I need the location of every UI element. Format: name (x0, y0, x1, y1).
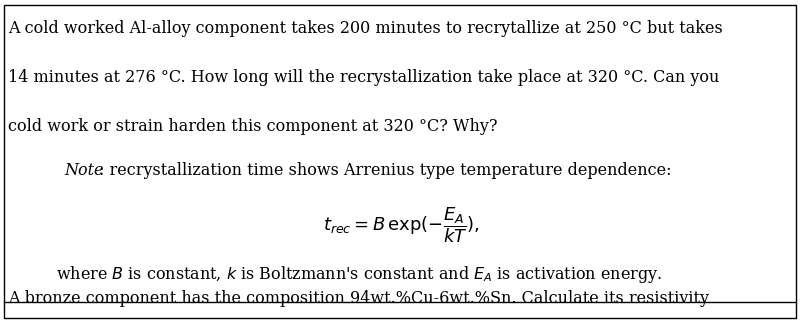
Text: Note: Note (64, 162, 103, 179)
Text: 14 minutes at 276 °C. How long will the recrystallization take place at 320 °C. : 14 minutes at 276 °C. How long will the … (8, 69, 719, 86)
Text: $t_{rec} = B\,\exp(-\dfrac{E_{A}}{kT}),$: $t_{rec} = B\,\exp(-\dfrac{E_{A}}{kT}),$ (322, 205, 480, 245)
Text: where $B$ is constant, $k$ is Boltzmann's constant and $E_A$ is activation energ: where $B$ is constant, $k$ is Boltzmann'… (56, 264, 662, 285)
Text: A cold worked Al-alloy component takes 200 minutes to recrytallize at 250 °C but: A cold worked Al-alloy component takes 2… (8, 20, 723, 37)
Text: : recrystallization time shows Arrenius type temperature dependence:: : recrystallization time shows Arrenius … (99, 162, 672, 179)
Text: cold work or strain harden this component at 320 °C? Why?: cold work or strain harden this componen… (8, 118, 497, 135)
Text: A bronze component has the composition 94wt.%Cu-6wt.%Sn. Calculate its resistivi: A bronze component has the composition 9… (8, 290, 709, 307)
